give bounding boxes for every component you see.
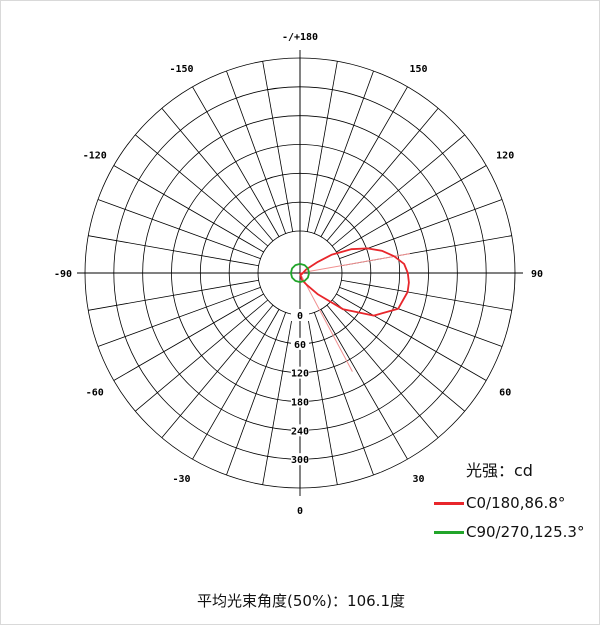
grid-spoke	[306, 314, 338, 485]
grid-spoke	[336, 293, 487, 381]
angle-label: 120	[496, 151, 514, 162]
grid-spoke	[262, 61, 294, 232]
grid-spoke	[326, 108, 439, 242]
unit-label: 光强：cd	[466, 461, 533, 480]
grid-spoke	[97, 286, 261, 347]
angle-label: 30	[412, 474, 424, 485]
angle-label: -60	[86, 388, 104, 399]
grid-spoke	[331, 134, 465, 247]
beam-ray	[299, 253, 411, 274]
grid-spoke	[113, 165, 264, 253]
legend-item-c90: C90/270,125.3°	[434, 521, 584, 543]
radial-tick-label: 240	[291, 426, 309, 437]
angle-label: -/+180	[282, 32, 318, 43]
grid-spoke	[97, 199, 261, 260]
angle-label: 60	[499, 388, 511, 399]
radial-tick-label: 300	[291, 455, 309, 466]
legend-item-c0: C0/180,86.8°	[434, 492, 565, 514]
grid-spoke	[320, 309, 408, 460]
grid-spoke	[306, 61, 338, 232]
legend-swatch-c90	[434, 530, 464, 534]
grid-spoke	[313, 70, 374, 234]
angle-label: 150	[409, 64, 427, 75]
grid-spoke	[192, 309, 280, 460]
grid-spoke	[320, 86, 408, 237]
grid-spoke	[326, 304, 439, 438]
grid-spoke	[339, 199, 503, 260]
grid-spoke	[88, 279, 259, 311]
grid-spoke	[226, 70, 287, 234]
grid-spoke	[135, 299, 269, 412]
legend-label-c0: C0/180,86.8°	[466, 494, 566, 512]
grid-spoke	[161, 304, 274, 438]
beam-ray	[299, 272, 353, 372]
grid-spoke	[341, 279, 512, 311]
grid-spoke	[161, 108, 274, 242]
angle-label: 0	[297, 506, 303, 517]
radial-tick-label: 60	[294, 340, 306, 351]
radial-tick-label: 120	[291, 369, 309, 380]
grid-spoke	[331, 299, 465, 412]
radial-tick-label: 180	[291, 398, 309, 409]
radial-label-bg	[291, 309, 309, 321]
grid-spoke	[262, 314, 294, 485]
grid-spoke	[88, 235, 259, 267]
grid-spoke	[313, 312, 374, 476]
grid-spoke	[336, 165, 487, 253]
angle-label: -30	[172, 474, 190, 485]
grid-spoke	[135, 134, 269, 247]
grid-spoke	[192, 86, 280, 237]
radial-label-bg	[291, 453, 309, 466]
radial-label-bg	[291, 366, 309, 379]
angle-label: -120	[83, 151, 107, 162]
grid-spoke	[113, 293, 264, 381]
radial-label-bg	[291, 424, 309, 437]
grid-spoke	[226, 312, 287, 476]
legend-swatch-c0	[434, 501, 464, 505]
beam-angle-text: 平均光束角度(50%)：106.1度	[197, 592, 405, 610]
radial-label-bg	[291, 395, 309, 408]
series-line-1	[290, 263, 310, 283]
radial-tick-label: 0	[297, 311, 303, 322]
series-line-0	[299, 247, 410, 317]
radial-label-bg	[291, 337, 309, 350]
angle-label: -90	[54, 269, 72, 280]
legend-label-c90: C90/270,125.3°	[466, 523, 585, 541]
angle-label: -150	[169, 64, 193, 75]
angle-label: 90	[531, 269, 543, 280]
grid-spoke	[339, 286, 503, 347]
